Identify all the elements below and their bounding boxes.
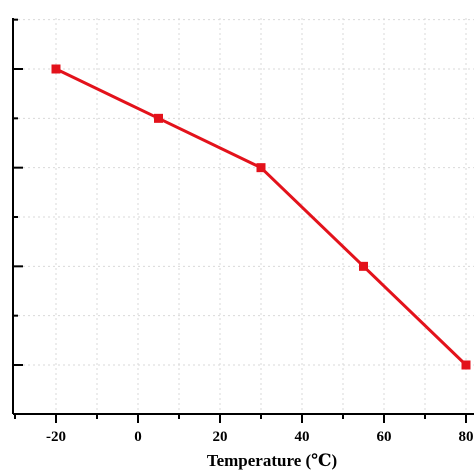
x-axis-title: Temperature (℃) (207, 451, 337, 470)
x-tick-label: 40 (295, 429, 310, 445)
x-tick-label: -20 (46, 429, 66, 445)
data-point-marker (461, 360, 471, 370)
x-tick-label: 0 (134, 429, 142, 445)
x-tick-label: 80 (459, 429, 474, 445)
data-markers (51, 64, 471, 370)
data-point-marker (359, 261, 368, 271)
axes (12, 18, 474, 415)
data-point-marker (256, 163, 266, 173)
data-point-marker (51, 64, 61, 74)
x-tick-label: 60 (377, 429, 392, 445)
grid-lines (13, 18, 474, 414)
axis-ticks (13, 18, 467, 423)
data-point-marker (154, 113, 163, 123)
x-tick-labels: -20 0 20 40 60 80 (46, 429, 474, 445)
x-tick-label: 20 (213, 429, 228, 445)
